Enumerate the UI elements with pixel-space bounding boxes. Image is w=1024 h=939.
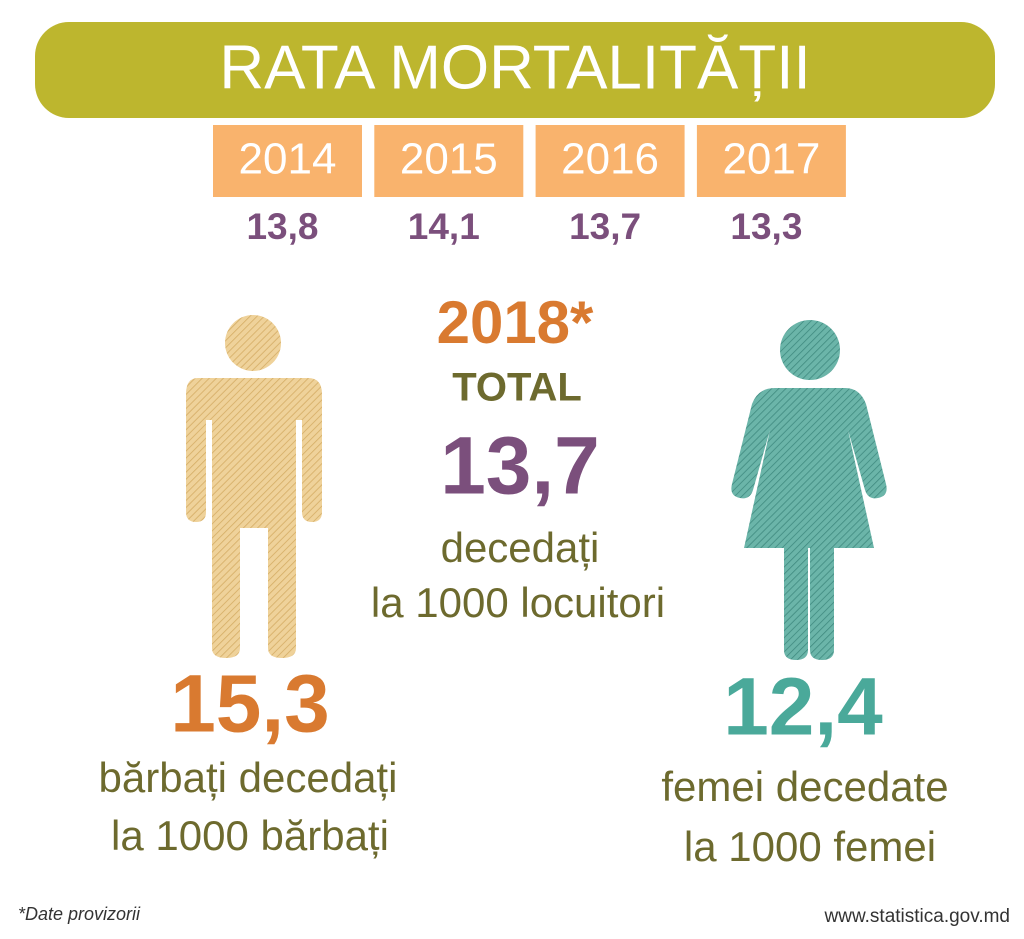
title-bar [35, 22, 995, 118]
current-rate: 13,7 [440, 421, 600, 512]
year-box [374, 125, 524, 197]
year-row: 2014 13,8 2015 14,1 2016 13,7 2017 13,3 [213, 125, 846, 247]
footnote: *Date provizorii [18, 904, 141, 924]
year-label: 2016 [561, 135, 659, 184]
year-label: 2014 [239, 135, 337, 184]
women-line: femei decedate [661, 763, 948, 810]
year-box [213, 125, 362, 197]
women-rate: 12,4 [723, 662, 883, 753]
men-rate: 15,3 [170, 659, 330, 750]
year-box [535, 125, 685, 197]
current-line: la 1000 locuitori [371, 579, 665, 626]
man-icon [186, 315, 322, 658]
year-box [696, 125, 846, 197]
year-rate: 13,3 [730, 206, 802, 247]
source: www.statistica.gov.md [824, 906, 1010, 927]
year-label: 2017 [722, 135, 820, 184]
current-label: TOTAL [452, 366, 582, 410]
year-rate: 13,8 [246, 206, 318, 247]
men-line: la 1000 bărbați [111, 812, 389, 859]
year-rate: 14,1 [408, 206, 480, 247]
women-line: la 1000 femei [684, 823, 936, 870]
current-year: 2018* [437, 289, 594, 356]
title: RATA MORTALITĂȚII [219, 33, 810, 102]
current-line: decedați [441, 524, 600, 571]
men-line: bărbați decedați [99, 754, 398, 801]
woman-icon [731, 320, 887, 660]
year-rate: 13,7 [569, 206, 641, 247]
year-label: 2015 [400, 135, 498, 184]
